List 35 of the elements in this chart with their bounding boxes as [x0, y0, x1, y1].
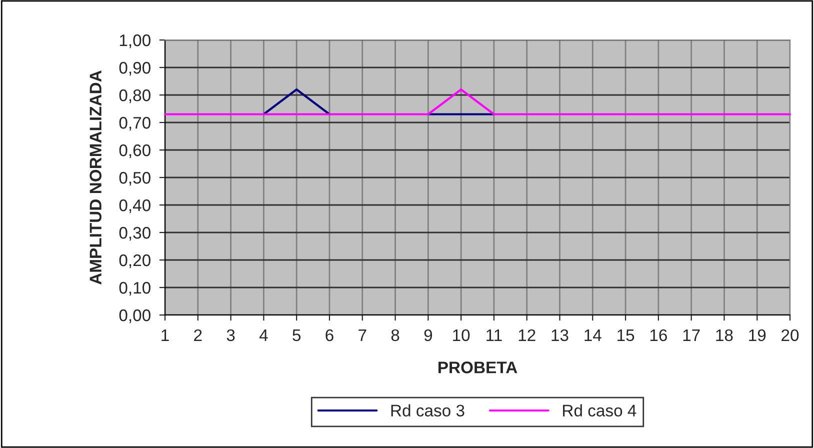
y-axis-title: AMPLITUD NORMALIZADA — [90, 70, 102, 284]
x-tick-label: 5 — [292, 330, 301, 342]
x-tick-label: 8 — [391, 329, 400, 342]
x-tick-label: 4 — [259, 330, 268, 341]
y-tick-label: 0,40 — [119, 199, 150, 214]
x-tick-label: 10 — [453, 329, 470, 342]
x-tick-label: 7 — [358, 330, 366, 341]
y-tick-label: 0,50 — [119, 172, 150, 186]
x-tick-label: 17 — [683, 330, 700, 341]
x-tick-label: 1 — [162, 330, 169, 341]
x-tick-label: 16 — [650, 329, 667, 342]
x-tick-label: 12 — [518, 329, 536, 341]
x-tick-label: 13 — [552, 329, 568, 342]
y-tick-label: 0,20 — [119, 254, 150, 268]
x-tick-label: 18 — [716, 329, 733, 342]
x-tick-label: 19 — [749, 329, 766, 342]
y-tick-label: 0,80 — [119, 89, 150, 104]
y-tick-label: 1,00 — [120, 34, 150, 48]
y-tick-label: 0,70 — [119, 116, 150, 131]
x-tick-label: 15 — [618, 330, 634, 342]
x-tick-label: 9 — [424, 329, 432, 342]
legend-label: Rd caso 3 — [391, 404, 464, 416]
y-tick-label: 0,00 — [119, 309, 150, 324]
y-tick-label: 0,90 — [119, 62, 150, 76]
y-tick-label: 0,30 — [119, 226, 150, 241]
x-tick-label: 11 — [486, 330, 502, 341]
x-tick-label: 14 — [584, 330, 602, 341]
x-tick-label: 6 — [326, 329, 334, 342]
y-tick-label: 0,60 — [119, 144, 150, 158]
x-axis-title: PROBETA — [438, 362, 518, 374]
x-tick-label: 2 — [194, 329, 202, 341]
x-tick-label: 20 — [782, 329, 799, 342]
y-tick-label: 0,10 — [119, 282, 150, 296]
x-tick-label: 3 — [226, 329, 235, 342]
legend-label: Rd caso 4 — [563, 404, 636, 416]
